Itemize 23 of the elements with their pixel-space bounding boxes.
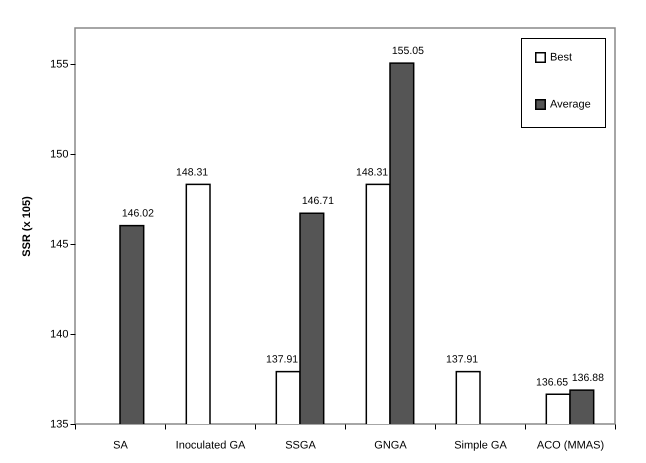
data-label: 155.05: [392, 45, 424, 58]
x-tick-label: GNGA: [374, 440, 408, 452]
y-tick-label: 135: [50, 418, 68, 430]
data-label: 137.91: [266, 354, 298, 366]
data-label: 136.88: [572, 372, 604, 384]
x-tick-label: Simple GA: [454, 440, 508, 452]
x-tick-label: SA: [113, 440, 128, 452]
y-axis-title: SSR (x 105): [21, 196, 34, 257]
y-tick-label: 150: [50, 148, 68, 160]
legend-label: Best: [550, 52, 572, 64]
data-label: 148.31: [356, 166, 388, 178]
data-label: 148.31: [176, 166, 208, 178]
x-tick-label: Inoculated GA: [176, 440, 246, 452]
y-tick-label: 155: [50, 58, 68, 70]
data-label: 146.02: [122, 208, 154, 220]
data-label: 146.71: [302, 195, 334, 208]
data-label: 137.91: [446, 354, 478, 366]
x-tick-label: ACO (MMAS): [536, 440, 604, 452]
y-tick-label: 140: [50, 328, 68, 340]
legend-label: Average: [550, 98, 591, 110]
x-tick-label: SSGA: [285, 440, 316, 452]
y-tick-label: 145: [50, 238, 68, 250]
data-label: 136.65: [536, 376, 568, 388]
